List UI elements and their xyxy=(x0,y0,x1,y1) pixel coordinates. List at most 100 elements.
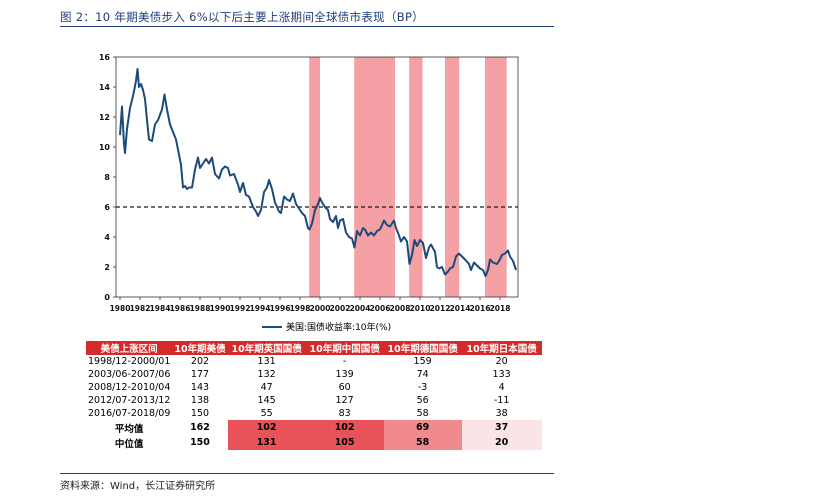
x-axis-ticks: 1980 1982 1984 1986 1988 1990 1992 1994 1996 1998… xyxy=(110,297,511,313)
summary-value-cell: 37 xyxy=(461,420,542,435)
row-value-cell: 150 xyxy=(190,408,210,419)
row-value-cell: 127 xyxy=(335,395,354,406)
x-tick-label: 1992 xyxy=(230,304,251,313)
y-tick-label: 0 xyxy=(104,293,110,302)
x-tick-label: 1996 xyxy=(270,304,291,313)
x-tick-label: 1982 xyxy=(130,304,151,313)
shaded-period xyxy=(409,57,423,297)
y-tick-label: 10 xyxy=(100,143,110,152)
x-tick-label: 2016 xyxy=(470,304,491,313)
summary-label-cell: 平均值 xyxy=(114,423,144,435)
x-tick-label: 2014 xyxy=(450,304,471,313)
summary-value-cell: 150 xyxy=(190,437,210,448)
summary-value-cell: 102 xyxy=(227,420,306,435)
x-tick-label: 1994 xyxy=(250,304,271,313)
table-header-cell: 10年期英国国债 xyxy=(227,341,306,355)
x-tick-label: 2008 xyxy=(390,304,411,313)
row-value-cell: 159 xyxy=(413,356,432,367)
shaded-period xyxy=(445,57,460,297)
row-value-cell: 56 xyxy=(416,395,429,406)
shaded-period xyxy=(485,57,507,297)
row-value-cell: 38 xyxy=(495,408,508,419)
table-row: 2012/07-2013/12 138 145 127 56 -11 xyxy=(86,394,542,407)
row-value-cell: 74 xyxy=(416,369,429,380)
y-axis-ticks: 0 2 4 6 8 10 12 14 16 xyxy=(100,53,116,302)
row-period-cell: 2003/06-2007/06 xyxy=(88,369,171,380)
source-note: 资料来源：Wind，长江证券研究所 xyxy=(60,481,216,492)
row-value-cell: 4 xyxy=(498,382,505,393)
row-value-cell: 20 xyxy=(495,356,508,367)
table-row: 2003/06-2007/06 177 132 139 74 133 xyxy=(86,368,542,381)
summary-value-cell: 162 xyxy=(190,422,210,433)
row-value-cell: 60 xyxy=(338,382,351,393)
table-row: 2008/12-2010/04 143 47 60 -3 4 xyxy=(86,381,542,394)
row-period-cell: 2008/12-2010/04 xyxy=(88,382,171,393)
row-value-cell: 47 xyxy=(260,382,273,393)
chart-legend: 美国:国债收益率:10年(%) xyxy=(262,320,391,333)
summary-value-cell: 20 xyxy=(461,435,542,450)
x-tick-label: 1998 xyxy=(290,304,311,313)
legend-swatch xyxy=(262,325,282,328)
summary-value-cell: 58 xyxy=(383,435,462,450)
row-value-cell: 58 xyxy=(416,408,429,419)
summary-value-cell: 102 xyxy=(305,420,384,435)
row-value-cell: 202 xyxy=(190,356,210,367)
table-summary-row: 中位值 150 131 105 58 20 xyxy=(86,435,542,450)
y-tick-label: 6 xyxy=(104,203,110,212)
row-value-cell: -11 xyxy=(493,395,510,406)
y-tick-label: 2 xyxy=(104,263,110,272)
x-tick-label: 2006 xyxy=(370,304,391,313)
row-period-cell: 2012/07-2013/12 xyxy=(88,395,171,406)
x-tick-label: 2010 xyxy=(410,304,431,313)
summary-value-cell: 105 xyxy=(305,435,384,450)
y-tick-label: 4 xyxy=(104,233,110,242)
row-value-cell: 138 xyxy=(190,395,210,406)
series-group xyxy=(119,68,517,277)
y-tick-label: 8 xyxy=(104,173,110,182)
x-tick-label: 1980 xyxy=(110,304,131,313)
x-tick-label: 2012 xyxy=(430,304,451,313)
series-line xyxy=(119,68,517,277)
row-value-cell: 145 xyxy=(257,395,276,406)
row-value-cell: 55 xyxy=(260,408,273,419)
legend-label: 美国:国债收益率:10年(%) xyxy=(286,323,392,333)
row-value-cell: 132 xyxy=(257,369,276,380)
x-tick-label: 1986 xyxy=(170,304,191,313)
x-tick-label: 1984 xyxy=(150,304,171,313)
row-value-cell: 83 xyxy=(338,408,351,419)
shaded-period xyxy=(354,57,395,297)
table-body: 1998/12-2000/01 202 131-159 20 2003/06-2007/… xyxy=(86,355,542,450)
row-value-cell: 131 xyxy=(257,356,276,367)
table-header-cell: 10年期美债 xyxy=(172,341,228,355)
table-header-cell: 10年期日本国债 xyxy=(461,341,542,355)
row-value-cell: -3 xyxy=(417,382,428,393)
y-tick-label: 12 xyxy=(100,113,110,122)
table-header-cell: 10年期中国国债 xyxy=(305,341,384,355)
row-value-cell: 177 xyxy=(190,369,210,380)
y-tick-label: 14 xyxy=(100,83,110,92)
footer-rule xyxy=(60,473,554,474)
x-tick-label: 2018 xyxy=(490,304,511,313)
table-header-cell: 10年期德国国债 xyxy=(383,341,462,355)
shaded-period xyxy=(309,57,320,297)
row-period-cell: 2016/07-2018/09 xyxy=(88,408,171,419)
row-value-cell: 133 xyxy=(492,369,511,380)
x-tick-label: 2004 xyxy=(350,304,371,313)
table-header-row: 美债上涨区间 10年期美债 10年期英国国债 10年期中国国债 10年期德国国债 10年期… xyxy=(86,341,542,355)
y-tick-label: 16 xyxy=(100,53,110,62)
summary-value-cell: 69 xyxy=(383,420,462,435)
x-tick-label: 2002 xyxy=(330,304,351,313)
table-row: 2016/07-2018/09 150 55 83 58 38 xyxy=(86,407,542,420)
figure-title: 图 2：10 年期美债步入 6%以下后主要上涨期间全球债市表现（BP） xyxy=(60,10,424,24)
summary-label-cell: 中位值 xyxy=(114,438,144,450)
x-tick-label: 1988 xyxy=(190,304,211,313)
table-summary-row: 平均值 162 102 102 69 37 xyxy=(86,420,542,435)
table-header-cell: 美债上涨区间 xyxy=(86,341,173,355)
row-value-cell: 143 xyxy=(190,382,210,393)
summary-value-cell: 131 xyxy=(227,435,306,450)
table-row: 1998/12-2000/01 202 131 - 159 20 xyxy=(86,355,542,368)
row-period-cell: 1998/12-2000/01 xyxy=(88,356,171,367)
title-rule xyxy=(60,26,554,27)
x-tick-label: 1990 xyxy=(210,304,231,313)
